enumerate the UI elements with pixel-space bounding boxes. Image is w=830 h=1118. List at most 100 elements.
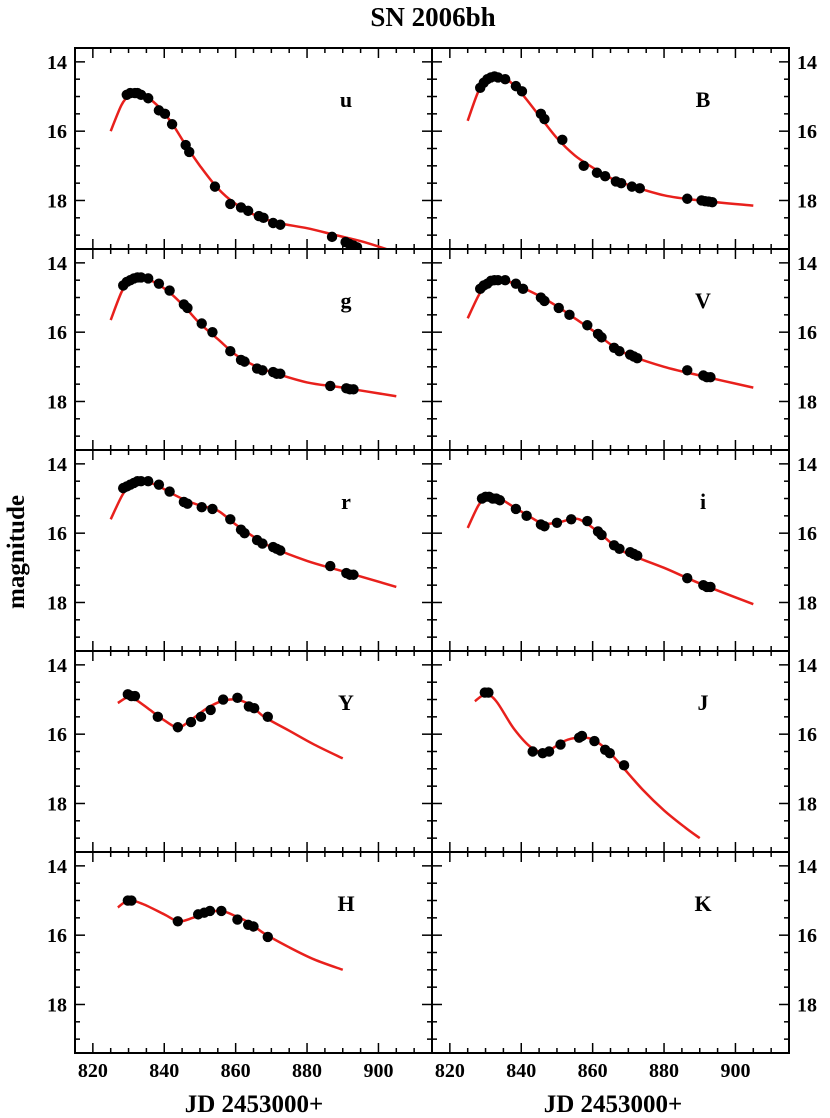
x-tick-label: 880: [649, 1060, 679, 1082]
x-tick-label: 860: [578, 1060, 608, 1082]
x-tick-label: 840: [149, 1060, 179, 1082]
data-point: [196, 501, 207, 513]
data-point: [275, 219, 286, 230]
data-point: [232, 692, 243, 703]
data-point: [634, 183, 645, 194]
panels-layer: 141618u141618B141618g141618V141618r14161…: [47, 47, 817, 1082]
data-point: [257, 365, 268, 376]
x-tick-label: 840: [506, 1060, 536, 1082]
data-point: [325, 560, 336, 572]
y-tick-label: 16: [797, 724, 817, 746]
y-tick-label: 16: [47, 724, 67, 746]
data-point: [551, 517, 563, 528]
data-point: [705, 372, 716, 383]
data-point: [207, 326, 218, 338]
data-point: [555, 739, 566, 750]
y-tick-label: 14: [797, 655, 817, 677]
fit-curve: [117, 899, 344, 972]
panel-data: [474, 687, 701, 840]
data-point: [614, 543, 625, 554]
data-point: [185, 716, 197, 728]
panel-data: [109, 272, 397, 398]
data-point: [527, 746, 538, 757]
data-point: [242, 205, 254, 217]
panel-B: 14 16 18 B: [431, 47, 817, 250]
panel-data: [109, 475, 397, 589]
panel-frame: [74, 650, 433, 853]
fit-curve: [109, 92, 390, 249]
panel-Y: 14 16 18 Y: [47, 650, 433, 853]
data-point: [126, 895, 137, 906]
data-point: [159, 108, 171, 120]
data-point: [599, 171, 611, 182]
panel-H: 14 16 18 820 840 860 880 900 H: [47, 851, 433, 1082]
data-point: [326, 231, 338, 243]
band-label: K: [694, 891, 711, 916]
data-point: [275, 545, 286, 556]
x-tick-label: 860: [221, 1060, 251, 1082]
data-point: [682, 573, 693, 584]
y-tick-label: 18: [797, 793, 817, 815]
y-tick-label: 16: [797, 523, 817, 545]
data-point: [172, 916, 184, 927]
x-tick-label: 900: [363, 1060, 393, 1082]
data-point: [604, 748, 615, 759]
data-point: [142, 475, 154, 487]
data-point: [152, 711, 164, 723]
data-point: [204, 905, 216, 917]
panel-data: [466, 71, 754, 208]
data-point: [557, 134, 568, 146]
data-point: [249, 702, 260, 714]
panel-g: 14 16 18 g: [47, 248, 433, 451]
data-point: [578, 160, 589, 172]
fit-curve: [474, 693, 701, 840]
data-point: [517, 283, 529, 295]
data-point: [164, 486, 175, 497]
y-tick-label: 18: [797, 190, 817, 212]
data-point: [492, 274, 504, 286]
data-point: [589, 735, 600, 747]
data-point: [142, 93, 154, 104]
data-point: [483, 687, 494, 698]
y-tick-label: 14: [47, 856, 67, 878]
band-label: Y: [338, 690, 354, 715]
data-point: [582, 320, 593, 331]
panel-data: [109, 87, 390, 249]
data-point: [543, 746, 555, 757]
data-point: [166, 119, 178, 130]
data-point: [348, 384, 359, 395]
data-point: [566, 514, 577, 525]
band-label: V: [695, 288, 711, 313]
data-point: [248, 921, 259, 932]
data-point: [135, 475, 147, 487]
data-point: [707, 197, 718, 208]
data-point: [262, 931, 273, 943]
y-tick-label: 18: [797, 391, 817, 413]
data-point: [521, 510, 532, 522]
data-point: [705, 581, 716, 593]
x-tick-label: 820: [435, 1060, 465, 1082]
y-tick-label: 14: [47, 52, 67, 74]
data-point: [209, 181, 221, 192]
y-tick-label: 14: [797, 856, 817, 878]
data-point: [564, 309, 575, 321]
y-tick-label: 16: [47, 322, 67, 344]
data-point: [682, 365, 693, 376]
panel-frame: [74, 851, 433, 1054]
x-tick-label: 900: [720, 1060, 750, 1082]
data-point: [182, 498, 193, 509]
fit-curve: [109, 275, 397, 398]
y-tick-label: 14: [47, 655, 67, 677]
data-point: [239, 527, 250, 539]
y-tick-label: 14: [797, 253, 817, 275]
panel-frame: [431, 449, 790, 652]
data-point: [576, 730, 588, 742]
data-point: [258, 212, 269, 224]
y-tick-label: 16: [797, 322, 817, 344]
fit-curve: [117, 695, 344, 760]
data-point: [582, 515, 593, 527]
data-point: [499, 73, 511, 85]
y-tick-label: 16: [797, 925, 817, 947]
y-tick-label: 18: [47, 994, 67, 1016]
